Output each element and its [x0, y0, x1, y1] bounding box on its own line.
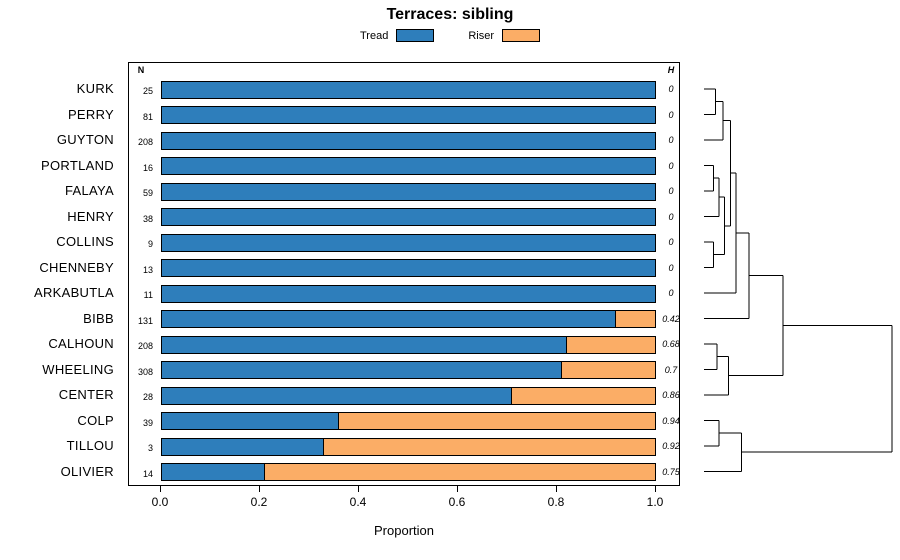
h-value-label: 0.7 [664, 364, 678, 375]
x-axis-tick-label: 0.0 [151, 495, 169, 509]
h-value-label: 0 [668, 135, 674, 145]
n-value-label: 38 [142, 213, 153, 224]
h-value-label: 0 [668, 211, 674, 222]
y-axis-label: COLLINS [56, 234, 114, 249]
y-axis-label: TILLOU [66, 438, 114, 453]
y-axis-label: CHENNEBY [39, 259, 114, 275]
n-value-label: 208 [137, 137, 153, 147]
bar-segment-riser [511, 386, 656, 405]
y-axis-label: BIBB [83, 310, 114, 326]
legend-label-riser: Riser [468, 29, 494, 42]
bar-segment-riser [566, 335, 656, 354]
y-axis-label: CALHOUN [48, 336, 114, 351]
legend-item-riser: Riser [468, 29, 540, 42]
bar-segment-riser [323, 437, 656, 456]
bar-segment-riser [615, 310, 656, 328]
h-value-label: 0.94 [662, 415, 680, 426]
bar-segment-tread [161, 157, 656, 175]
y-axis-label: ARKABUTLA [33, 285, 114, 300]
legend-label-tread: Tread [360, 29, 389, 42]
bar-segment-riser [338, 412, 656, 430]
n-value-label: 308 [137, 366, 153, 377]
y-axis-label: HENRY [67, 208, 114, 224]
y-axis-label: PORTLAND [41, 157, 114, 173]
y-axis-label: CENTER [58, 387, 114, 402]
n-value-label: 9 [147, 239, 153, 249]
column-header-h: H [667, 65, 675, 75]
bar-segment-tread [161, 437, 324, 456]
h-value-label: 0 [668, 237, 674, 247]
bar-segment-tread [161, 335, 567, 354]
h-value-label: 0.75 [662, 466, 680, 477]
n-value-label: 3 [147, 443, 153, 453]
x-axis-tick [259, 486, 260, 492]
x-axis-tick [358, 486, 359, 492]
bar-segment-tread [161, 259, 656, 277]
n-value-label: 16 [142, 162, 153, 173]
n-value-label: 131 [137, 315, 153, 326]
n-value-label: 59 [142, 188, 153, 198]
x-axis-tick-label: 0.2 [250, 495, 268, 509]
x-axis-tick-label: 0.6 [448, 495, 466, 509]
y-axis-label: FALAYA [64, 183, 114, 198]
h-value-label: 0 [668, 262, 674, 273]
n-value-label: 14 [142, 468, 153, 479]
n-value-label: 11 [143, 290, 153, 300]
x-axis-tick-label: 0.8 [547, 495, 565, 509]
bar-segment-riser [561, 361, 656, 379]
n-value-label: 28 [142, 392, 153, 402]
legend: Tread Riser [0, 29, 900, 42]
x-axis-tick [655, 486, 656, 492]
y-axis-label: KURK [76, 81, 114, 96]
h-value-label: 0 [668, 186, 674, 196]
x-axis-tick-label: 0.4 [349, 495, 367, 509]
h-value-label: 0.68 [662, 339, 680, 349]
x-axis-tick [160, 486, 161, 492]
y-axis-labels: KURK PERRY GUYTON PORTLAND FALAYA HENRY COLLIN… [0, 62, 120, 486]
x-axis-tick-label: 1.0 [646, 495, 664, 509]
column-header-n: N [137, 65, 145, 75]
legend-swatch-tread [396, 29, 435, 42]
bar-segment-tread [161, 106, 656, 124]
bar-segment-tread [161, 284, 656, 303]
h-value-label: 0.42 [662, 313, 680, 324]
bar-segment-tread [161, 386, 512, 405]
bar-segment-tread [161, 182, 656, 201]
n-value-label: 39 [142, 417, 153, 428]
y-axis-label: PERRY [67, 106, 114, 122]
bar-segment-tread [161, 233, 656, 252]
x-axis-tick [457, 486, 458, 492]
h-value-label: 0 [668, 84, 674, 94]
bar-segment-tread [161, 310, 616, 328]
bar-segment-tread [161, 412, 339, 430]
x-axis-tick [556, 486, 557, 492]
chart-title: Terraces: sibling [386, 6, 514, 23]
bar-segment-tread [161, 463, 265, 481]
bar-segment-tread [161, 80, 656, 99]
legend-swatch-riser [502, 29, 540, 42]
h-value-label: 0 [668, 160, 674, 171]
bar-segment-tread [161, 131, 656, 150]
n-value-label: 13 [142, 264, 153, 275]
y-axis-label: WHEELING [42, 361, 114, 377]
bar-segment-tread [161, 208, 656, 226]
n-value-label: 208 [137, 341, 153, 351]
y-axis-label: OLIVIER [60, 463, 114, 479]
legend-item-tread: Tread [360, 29, 435, 42]
bar-segment-tread [161, 361, 562, 379]
n-value-label: 81 [142, 111, 153, 122]
h-value-label: 0.92 [662, 441, 680, 451]
y-axis-label: COLP [77, 412, 114, 428]
dendrogram [704, 88, 893, 472]
h-value-label: 0 [668, 109, 674, 120]
plot-area: N H 25 0 81 0 208 0 16 0 59 0 38 0 9 0 13 0 11 0 131 0.42 20… [128, 62, 680, 486]
bar-segment-riser [264, 463, 656, 481]
n-value-label: 25 [142, 86, 153, 96]
h-value-label: 0 [668, 288, 674, 298]
h-value-label: 0.86 [662, 390, 680, 400]
y-axis-label: GUYTON [56, 132, 114, 147]
x-axis-title: Proportion [374, 523, 434, 538]
